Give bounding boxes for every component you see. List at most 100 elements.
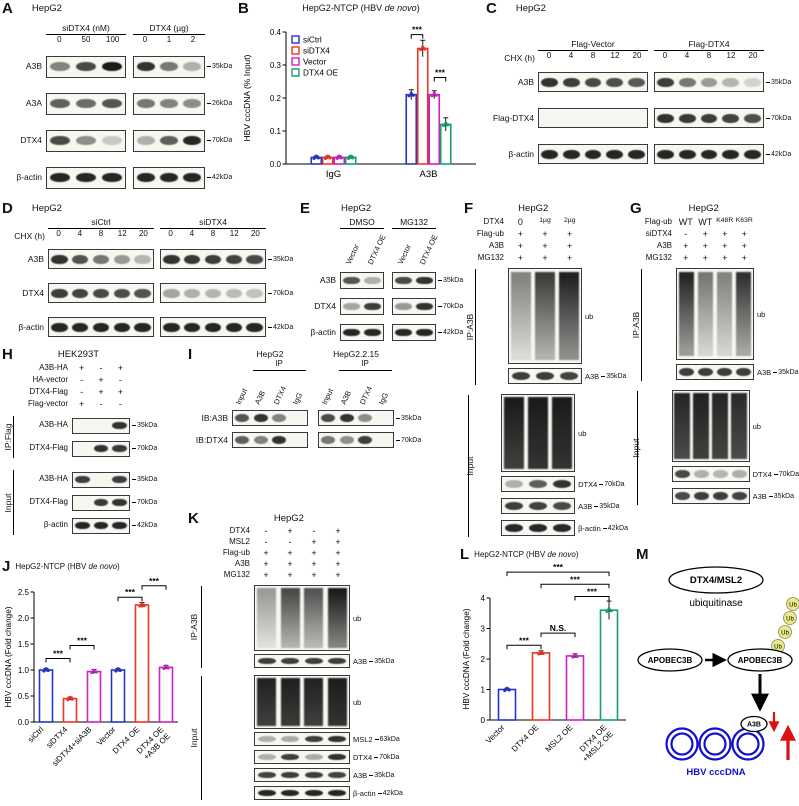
- blot-lane: [625, 109, 647, 127]
- protein-band: [731, 492, 747, 500]
- protein-band: [584, 77, 602, 87]
- blot-headers: HepG2 IP Input A3B DTX4 IgG HepG2.2.15 IP Input A…: [188, 348, 462, 407]
- data-point: [605, 609, 609, 613]
- protein-band: [678, 77, 696, 87]
- matrix-value: +: [287, 559, 293, 569]
- blot-lane: [70, 250, 91, 268]
- blot-row: Flag-DTX4 70kDa: [486, 100, 799, 136]
- data-point: [312, 156, 316, 160]
- blot-lane: [502, 521, 526, 535]
- blot-box: [133, 129, 205, 152]
- y-tick-label: 1.0: [18, 666, 30, 675]
- blot-lane: [110, 419, 129, 433]
- bar-chart-knockdown-overexpression: 0.0 0.5 1.0 1.5 2.0 2.5 HBV cccDNA (Fold chang…: [4, 576, 178, 768]
- blot-lane: [73, 442, 92, 456]
- blot-lane: [132, 318, 153, 336]
- ub-smear: [697, 271, 714, 357]
- protein-band: [246, 322, 263, 332]
- panel-l-label: L: [460, 546, 470, 563]
- protein-band: [657, 113, 675, 123]
- lane-cell: 8: [90, 229, 111, 242]
- matrix-row: A3B + + +: [464, 240, 628, 252]
- kda-label: 42kDa: [601, 525, 628, 532]
- lane-cell: Input: [318, 371, 337, 407]
- group-title-row: Flag-Vector Flag-DTX4: [486, 39, 799, 52]
- blot-lane: [110, 519, 129, 533]
- matrix-value: 0: [517, 216, 523, 227]
- chart-title-italic: de novo: [384, 3, 417, 13]
- lane-cell: 1: [157, 35, 181, 48]
- protein-band: [328, 735, 347, 743]
- matrix-value: +: [517, 240, 523, 251]
- panel-a-blot: siDTX4 (nM) DTX4 (µg) 0 50 100 0 1 2 A3B 35kDa A3A…: [2, 23, 236, 196]
- panel-c: C HepG2 Flag-Vector Flag-DTX4 CHX (h) 0 4 8 12…: [486, 0, 799, 200]
- blot-lane: [604, 109, 626, 127]
- lane-label: 20: [138, 229, 148, 239]
- data-point: [505, 686, 509, 690]
- matrix-value: 1µg: [539, 216, 551, 224]
- matrix-label: Flag-ub: [222, 548, 250, 558]
- band-label: DTX4: [353, 752, 373, 762]
- protein-band: [112, 521, 127, 530]
- kda-text: 42kDa: [771, 150, 792, 158]
- blot-lane: [539, 145, 561, 163]
- section-items: ub A3B 35kDa: [202, 584, 394, 670]
- blot-lane: [526, 395, 550, 471]
- protein-band: [184, 322, 201, 332]
- panel-e-blot: DMSO MG132 Vector DTX4 OE Vector DTX4 OE A3B 35…: [300, 217, 463, 345]
- ub-smear: [280, 677, 300, 727]
- panel-c-label: C: [486, 0, 497, 17]
- protein-band: [541, 149, 559, 159]
- panel-k-blot: DTX4- + - + MSL2- - + + Flag-ub + + + + A3B + + + + MG132 +…: [188, 526, 460, 802]
- lane-cell: Input: [232, 371, 251, 407]
- kda-text: 35kDa: [137, 422, 158, 429]
- matrix-value: -: [80, 374, 84, 385]
- blot-lane: [73, 419, 92, 433]
- band-tag: ub: [575, 429, 586, 438]
- lane-label: 1: [166, 35, 172, 45]
- data-point: [430, 94, 434, 98]
- matrix-value: +: [741, 252, 747, 263]
- lane-cell: 4: [560, 51, 582, 64]
- blot-lane: [157, 168, 180, 188]
- blot-lane: [161, 250, 182, 268]
- blot-lane: [550, 521, 574, 535]
- blot-lane: [70, 284, 91, 302]
- y-tick-label: 1.5: [18, 640, 30, 649]
- blot-lane: [161, 284, 182, 302]
- matrix-row: A3B + + + +: [188, 559, 460, 570]
- lane-label: IgG: [377, 391, 391, 406]
- lane-labels: Vector DTX4 OE: [392, 229, 440, 267]
- lane-label: DTX4 OE: [417, 233, 440, 267]
- blot-lane: [279, 769, 303, 781]
- significance-label: ***: [587, 586, 598, 596]
- protein-band: [528, 524, 548, 532]
- data-point: [607, 607, 611, 611]
- panel-f-blot: DTX4 0 1µg 2µg Flag-ub + + + A3B + + + MG132 + + + IP:A3…: [464, 216, 628, 539]
- protein-band: [75, 173, 97, 183]
- lane-cell: 2: [181, 35, 205, 48]
- matrix-cells: + + +: [508, 229, 582, 239]
- blot-box: [72, 440, 130, 457]
- chart-title: HepG2-NTCP (HBV de novo): [238, 2, 484, 15]
- legend-swatch: [291, 57, 300, 66]
- band-label: A3B: [27, 253, 44, 264]
- band-tag: ub: [754, 310, 765, 319]
- protein-band: [51, 288, 68, 298]
- protein-band: [627, 149, 645, 159]
- band-tag: MSL2 63kDa: [350, 735, 400, 744]
- lane-group-title: siDTX4 (nM): [46, 23, 126, 36]
- blot-lane: [655, 109, 677, 127]
- ub-smear: [735, 271, 752, 357]
- blot-box: [232, 410, 308, 426]
- data-point: [326, 154, 330, 158]
- blot-lane: [625, 73, 647, 91]
- data-point: [116, 667, 120, 671]
- band-label: A3B: [353, 770, 368, 780]
- blot-section: IP:A3B ub A3B 35kDa: [630, 267, 799, 383]
- lane-label: DTX4: [358, 384, 375, 406]
- lane-labels: Vector DTX4 OE: [340, 229, 388, 267]
- matrix-cells: - + +: [72, 387, 130, 397]
- data-point: [314, 154, 318, 158]
- blot-lane: [255, 586, 279, 650]
